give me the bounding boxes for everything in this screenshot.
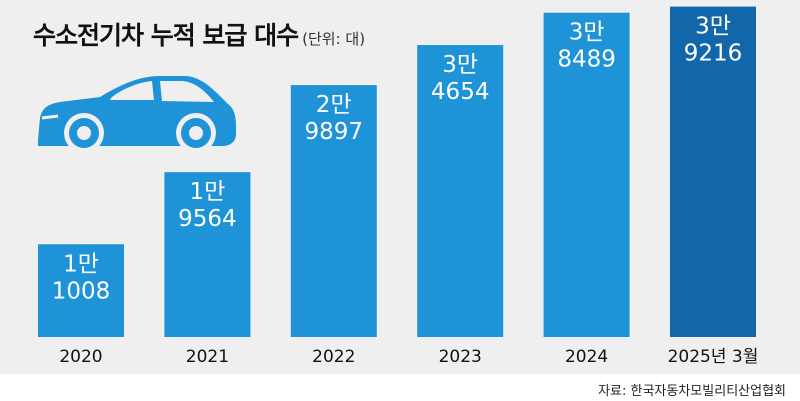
bar-1 xyxy=(38,244,124,337)
bar-6 xyxy=(670,6,756,338)
x-tick-label: 2024 xyxy=(565,347,608,367)
x-tick-label: 2020 xyxy=(59,347,102,367)
chart-unit-label: (단위: 대) xyxy=(302,30,366,48)
x-tick-label: 2021 xyxy=(186,347,229,367)
bar-value-label: 1만 1008 xyxy=(52,251,111,304)
source-note: 자료: 한국자동차모빌리티산업협회 xyxy=(598,384,786,399)
chart-title-text: 수소전기차 누적 보급 대수 xyxy=(33,21,299,50)
bar-value-label: 2만 9897 xyxy=(305,92,364,145)
bar-chart: 1만 1008 2020 1만 9564 2021 2만 9897 2022 3만 4654 2023… xyxy=(38,6,759,367)
bar-value-label: 1만 9564 xyxy=(178,179,237,232)
bar-3 xyxy=(290,85,377,338)
bar-value-label: 3만 8489 xyxy=(557,20,616,73)
bar-5 xyxy=(543,12,630,338)
x-tick-label: 2022 xyxy=(312,347,355,367)
bar-value-label: 3만 4654 xyxy=(431,52,490,105)
x-tick-label: 2025년 3월 xyxy=(668,347,759,367)
bar-2 xyxy=(164,172,251,337)
bar-4 xyxy=(417,45,504,338)
bar-value-label: 3만 9216 xyxy=(684,14,743,67)
x-tick-label: 2023 xyxy=(439,347,482,367)
chart-panel xyxy=(0,0,800,374)
car-icon xyxy=(38,76,236,153)
chart-title: 수소전기차 누적 보급 대수 (단위: 대) xyxy=(33,16,365,52)
